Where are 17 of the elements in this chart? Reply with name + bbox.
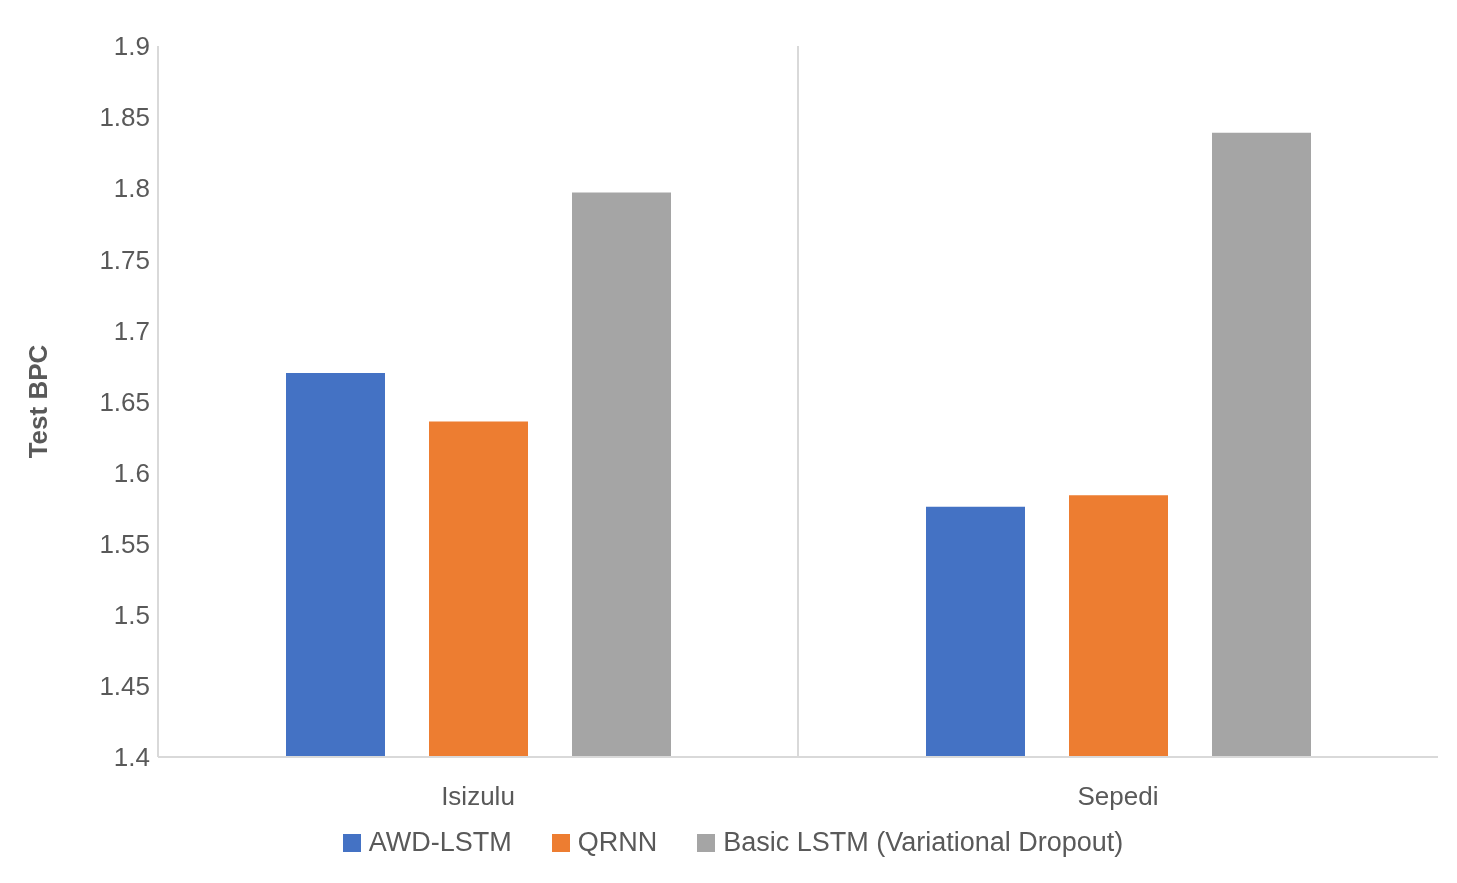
- y-tick-label: 1.55: [99, 528, 150, 559]
- y-tick-label: 1.45: [99, 671, 150, 702]
- y-tick-label: 1.8: [113, 173, 150, 204]
- x-tick-label: Sepedi: [1077, 781, 1159, 812]
- legend-label: QRNN: [576, 827, 658, 858]
- y-tick-label: 1.75: [99, 244, 150, 275]
- y-tick-label: 1.4: [113, 742, 150, 773]
- y-tick-label: 1.65: [99, 386, 150, 417]
- x-tick-label: Isizulu: [441, 781, 515, 812]
- legend-label: Basic LSTM (Variational Dropout): [722, 827, 1124, 858]
- y-tick-label: 1.85: [99, 102, 150, 133]
- y-tick-label: 1.5: [113, 600, 150, 631]
- y-tick-label: 1.7: [113, 315, 150, 346]
- y-tick-label: 1.6: [113, 457, 150, 488]
- y-tick-label: 1.9: [113, 31, 150, 62]
- y-axis-title: Test BPC: [23, 344, 54, 459]
- legend-label: AWD-LSTM: [367, 827, 512, 858]
